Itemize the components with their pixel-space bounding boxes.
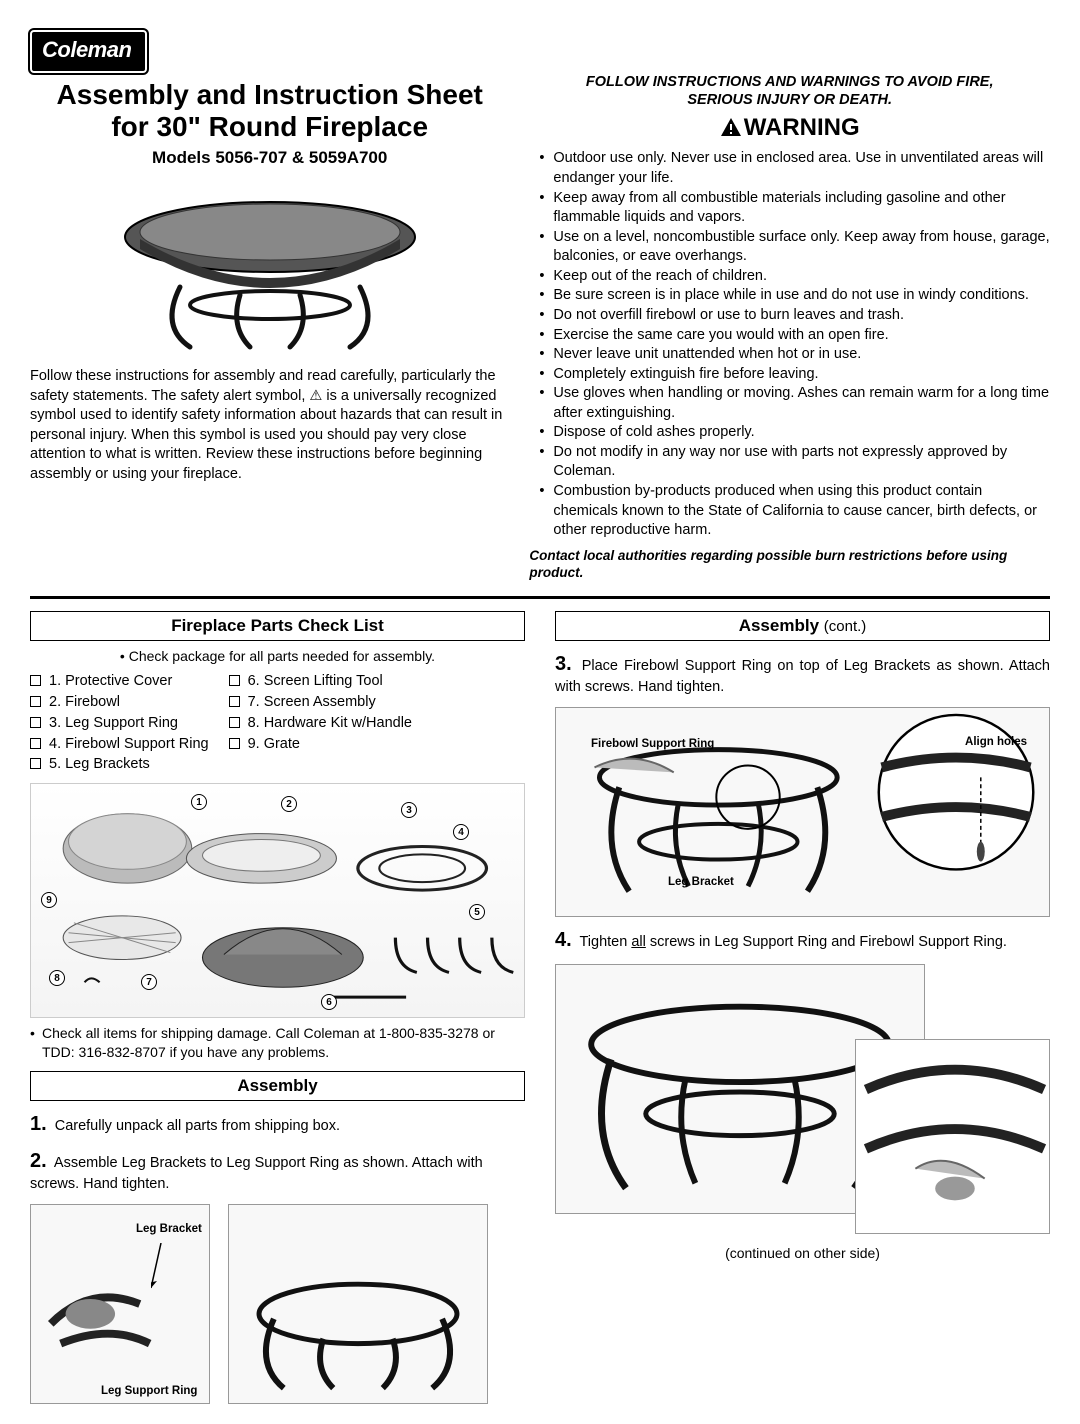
checkbox-icon — [229, 696, 240, 707]
step-4-all: all — [631, 934, 646, 950]
parts-list-item: 6. Screen Lifting Tool — [229, 671, 412, 692]
step2-detail-image: Leg Bracket Leg Support Ring — [30, 1204, 210, 1404]
parts-list-right: 6. Screen Lifting Tool7. Screen Assembly… — [229, 671, 412, 775]
assembly-step-2: 2. Assemble Leg Brackets to Leg Support … — [30, 1148, 525, 1195]
parts-list-item: 5. Leg Brackets — [30, 754, 209, 775]
title-line-2: for 30" Round Fireplace — [111, 111, 428, 142]
checkbox-icon — [30, 675, 41, 686]
follow-line-2: SERIOUS INJURY OR DEATH. — [687, 92, 892, 108]
continued-note: (continued on other side) — [555, 1244, 1050, 1262]
assembly-header: Assembly — [30, 1071, 525, 1101]
section-divider — [30, 596, 1050, 599]
contact-authorities-line: Contact local authorities regarding poss… — [529, 547, 1050, 582]
warning-bullet: Combustion by-products produced when usi… — [543, 482, 1050, 541]
label-firebowl-support-ring: Firebowl Support Ring — [591, 738, 714, 751]
parts-list-item: 3. Leg Support Ring — [30, 713, 209, 734]
warning-triangle-icon — [720, 114, 742, 145]
step-1-text: Carefully unpack all parts from shipping… — [55, 1118, 340, 1134]
checkbox-icon — [229, 717, 240, 728]
doc-title: Assembly and Instruction Sheet for 30" R… — [30, 79, 509, 143]
label-align-holes: Align holes — [965, 736, 1027, 749]
checkbox-icon — [30, 758, 41, 769]
parts-list-item: 1. Protective Cover — [30, 671, 209, 692]
checklist-note: • Check package for all parts needed for… — [30, 647, 525, 665]
warning-heading-text: WARNING — [744, 114, 860, 141]
step-4-suffix: screws in Leg Support Ring and Firebowl … — [646, 934, 1007, 950]
checkbox-icon — [229, 738, 240, 749]
warning-bullet: Dispose of cold ashes properly. — [543, 423, 1050, 443]
assembly-step-1: 1. Carefully unpack all parts from shipp… — [30, 1111, 525, 1138]
warning-bullet: Be sure screen is in place while in use … — [543, 286, 1050, 306]
parts-list-item: 4. Firebowl Support Ring — [30, 734, 209, 755]
parts-list-item: 9. Grate — [229, 734, 412, 755]
step-2-text: Assemble Leg Brackets to Leg Support Rin… — [30, 1155, 483, 1192]
step-4-prefix: Tighten — [579, 934, 631, 950]
step4-detail-image — [855, 1039, 1050, 1234]
parts-list-item: 8. Hardware Kit w/Handle — [229, 713, 412, 734]
assembly-cont-header: Assembly (cont.) — [555, 611, 1050, 641]
warning-bullet: Use on a level, noncombustible surface o… — [543, 228, 1050, 267]
label-leg-bracket-2: Leg Bracket — [668, 876, 734, 889]
label-leg-bracket: Leg Bracket — [136, 1223, 202, 1236]
warning-bullet: Outdoor use only. Never use in enclosed … — [543, 149, 1050, 188]
warning-bullet: Do not modify in any way nor use with pa… — [543, 443, 1050, 482]
warning-bullet: Completely extinguish fire before leavin… — [543, 365, 1050, 385]
product-illustration — [100, 177, 440, 357]
assembly-cont-text: (cont.) — [824, 618, 867, 635]
checkbox-icon — [229, 675, 240, 686]
follow-instructions-heading: FOLLOW INSTRUCTIONS AND WARNINGS TO AVOI… — [529, 73, 1050, 111]
parts-list: 1. Protective Cover2. Firebowl3. Leg Sup… — [30, 671, 525, 775]
label-leg-support-ring: Leg Support Ring — [101, 1385, 197, 1398]
follow-line-1: FOLLOW INSTRUCTIONS AND WARNINGS TO AVOI… — [586, 74, 994, 90]
step2-assembly-image — [228, 1204, 488, 1404]
assembly-step-3: 3. Place Firebowl Support Ring on top of… — [555, 651, 1050, 698]
warning-heading: WARNING — [529, 112, 1050, 145]
assembly-step-4: 4. Tighten all screws in Leg Support Rin… — [555, 927, 1050, 954]
warning-bullet: Exercise the same care you would with an… — [543, 326, 1050, 346]
intro-paragraph: Follow these instructions for assembly a… — [30, 367, 509, 484]
parts-diagram: 1 2 3 4 5 6 7 8 9 — [30, 783, 525, 1018]
warning-bullet: Keep away from all combustible materials… — [543, 189, 1050, 228]
checkbox-icon — [30, 696, 41, 707]
warning-bullet: Use gloves when handling or moving. Ashe… — [543, 384, 1050, 423]
warning-bullet-list: Outdoor use only. Never use in enclosed … — [529, 149, 1050, 540]
parts-list-item: 7. Screen Assembly — [229, 692, 412, 713]
brand-logo: Coleman — [30, 30, 147, 73]
parts-list-item: 2. Firebowl — [30, 692, 209, 713]
step-3-text: Place Firebowl Support Ring on top of Le… — [555, 658, 1050, 695]
models-line: Models 5056-707 & 5059A700 — [30, 147, 509, 169]
warning-bullet: Never leave unit unattended when hot or … — [543, 345, 1050, 365]
parts-list-left: 1. Protective Cover2. Firebowl3. Leg Sup… — [30, 671, 209, 775]
title-line-1: Assembly and Instruction Sheet — [57, 79, 483, 110]
assembly-header-text: Assembly — [739, 616, 819, 635]
warning-bullet: Keep out of the reach of children. — [543, 267, 1050, 287]
checklist-header: Fireplace Parts Check List — [30, 611, 525, 641]
shipping-damage-note: Check all items for shipping damage. Cal… — [30, 1024, 525, 1060]
step3-image: Firebowl Support Ring Align holes Leg Br… — [555, 707, 1050, 917]
checkbox-icon — [30, 717, 41, 728]
warning-bullet: Do not overfill firebowl or use to burn … — [543, 306, 1050, 326]
checkbox-icon — [30, 738, 41, 749]
